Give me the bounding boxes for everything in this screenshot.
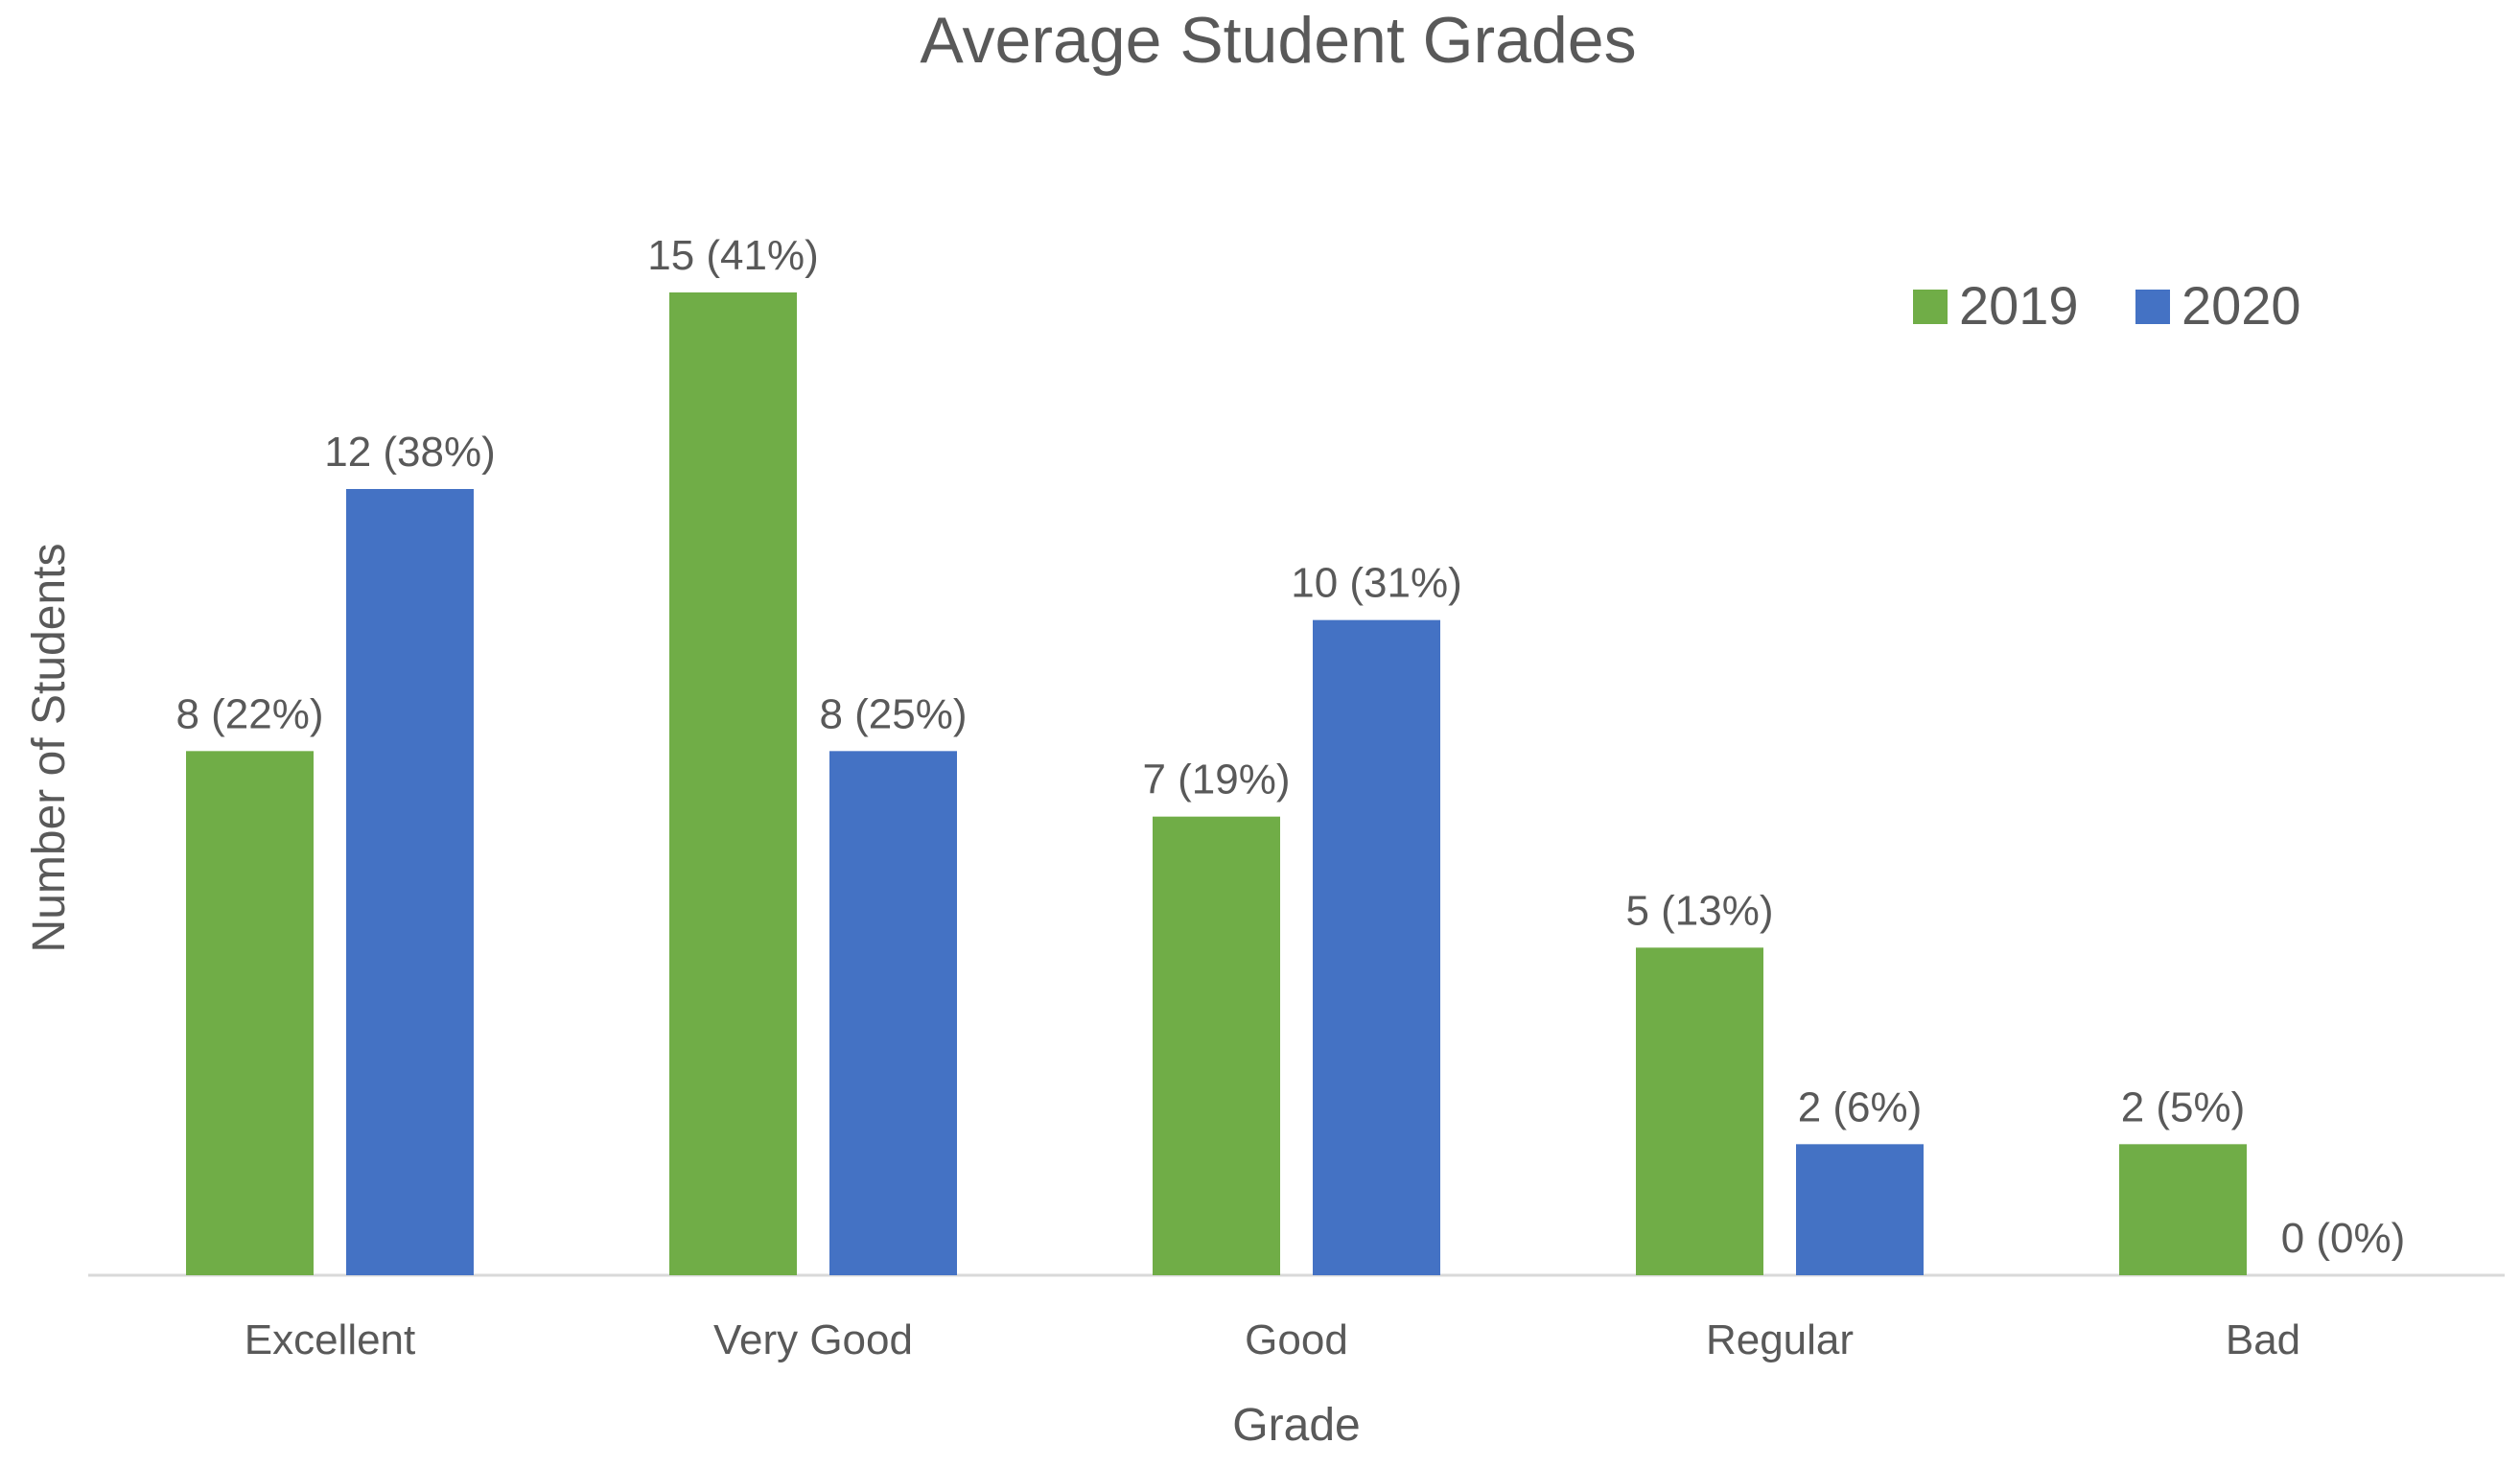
bar-2019-regular bbox=[1636, 947, 1763, 1275]
x-axis-label: Grade bbox=[1232, 1400, 1360, 1451]
data-label: 5 (13%) bbox=[1625, 887, 1773, 934]
bar-2019-excellent bbox=[186, 751, 314, 1275]
legend: 2019 2020 bbox=[1913, 275, 2301, 336]
chart-title: Average Student Grades bbox=[920, 4, 1636, 77]
bar-2019-very-good bbox=[669, 292, 797, 1275]
x-tick-label: Bad bbox=[2226, 1316, 2300, 1363]
data-label: 10 (31%) bbox=[1291, 560, 1462, 607]
x-tick-labels: Excellent Very Good Good Regular Bad bbox=[245, 1316, 2300, 1363]
bar-2020-very-good bbox=[829, 751, 957, 1275]
data-label: 2 (5%) bbox=[2121, 1083, 2246, 1130]
data-label: 7 (19%) bbox=[1142, 757, 1290, 803]
bar-2019-good bbox=[1153, 816, 1280, 1275]
data-label: 15 (41%) bbox=[647, 232, 819, 279]
y-axis-label: Number of Students bbox=[24, 544, 75, 953]
data-label: 0 (0%) bbox=[2281, 1215, 2406, 1262]
data-label: 12 (38%) bbox=[324, 429, 496, 476]
bar-2019-bad bbox=[2119, 1144, 2247, 1275]
x-tick-label: Excellent bbox=[245, 1316, 416, 1363]
bar-2020-regular bbox=[1796, 1144, 1924, 1275]
legend-label-2020: 2020 bbox=[2182, 275, 2301, 336]
x-tick-label: Very Good bbox=[713, 1316, 913, 1363]
data-label: 2 (6%) bbox=[1798, 1083, 1923, 1130]
data-labels-group: 8 (22%) 12 (38%) 15 (41%) 8 (25%) 7 (19%) 10 … bbox=[175, 232, 2405, 1262]
x-tick-label: Regular bbox=[1706, 1316, 1854, 1363]
data-label: 8 (22%) bbox=[175, 690, 323, 737]
legend-label-2019: 2019 bbox=[1959, 275, 2079, 336]
bar-2020-excellent bbox=[346, 489, 474, 1275]
bars-group bbox=[186, 292, 2247, 1275]
x-tick-label: Good bbox=[1245, 1316, 1348, 1363]
bar-2020-good bbox=[1313, 619, 1440, 1275]
data-label: 8 (25%) bbox=[819, 690, 967, 737]
legend-swatch-2020 bbox=[2135, 290, 2170, 324]
legend-swatch-2019 bbox=[1913, 290, 1948, 324]
